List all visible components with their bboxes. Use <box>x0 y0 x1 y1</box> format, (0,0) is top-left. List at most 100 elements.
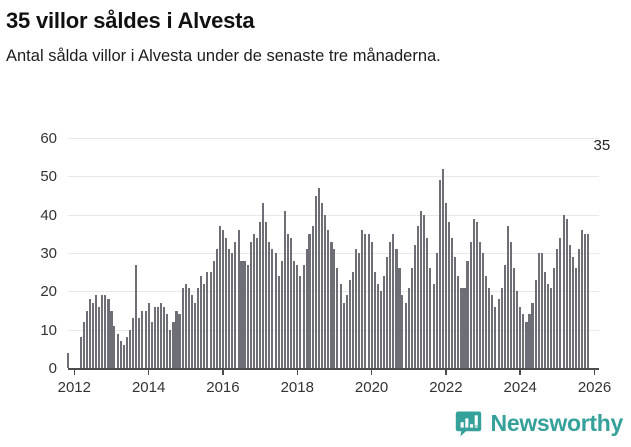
bar <box>82 322 85 368</box>
bar <box>119 341 122 368</box>
bar <box>181 287 184 368</box>
bar <box>484 276 488 368</box>
bar <box>85 310 88 368</box>
bar <box>252 233 255 368</box>
bar-value-label: 35 <box>593 137 611 154</box>
bar <box>351 272 355 368</box>
bar <box>550 287 553 368</box>
bar <box>407 287 410 368</box>
bar <box>289 237 292 368</box>
x-axis-tick <box>73 368 76 375</box>
bar <box>122 345 125 368</box>
bar <box>218 226 222 368</box>
bar <box>184 283 187 368</box>
bar <box>432 283 435 368</box>
bar <box>531 302 534 368</box>
bar <box>129 329 132 368</box>
bar <box>339 283 342 368</box>
bar <box>479 241 482 368</box>
bar <box>178 314 181 368</box>
x-axis-tick-label: 2022 <box>429 379 463 396</box>
bar <box>280 260 283 368</box>
bar <box>212 260 215 368</box>
bar <box>469 241 472 368</box>
bar <box>172 322 175 368</box>
bar <box>544 272 547 368</box>
bar <box>265 222 268 368</box>
bar <box>364 233 367 368</box>
bar <box>361 230 364 368</box>
bar <box>370 241 373 368</box>
bar <box>488 287 491 368</box>
bar <box>466 260 469 368</box>
plot-region: 35 2012 2014 2016 2018 2020 2022 2024 2026 <box>58 138 611 396</box>
brand-name: Newsworthy <box>490 410 624 436</box>
bar <box>516 291 519 368</box>
bar <box>376 283 379 368</box>
bar <box>163 306 166 368</box>
bar <box>426 237 429 368</box>
bar <box>209 272 212 368</box>
bar <box>519 306 522 368</box>
bar <box>237 230 240 368</box>
x-axis-tick <box>519 368 521 375</box>
bar <box>259 222 262 368</box>
x-axis-tick-label: 2016 <box>206 379 240 396</box>
bar <box>221 230 224 368</box>
bar <box>460 287 463 368</box>
bar <box>305 249 308 368</box>
bar <box>224 237 227 368</box>
bar <box>200 276 203 368</box>
y-axis-tick-label: 10 <box>40 321 57 339</box>
bar <box>240 260 243 368</box>
bar <box>525 322 528 368</box>
x-axis-tick <box>593 368 596 375</box>
bar <box>153 306 156 368</box>
bar <box>475 222 478 368</box>
bar <box>141 310 144 368</box>
bar <box>509 241 512 368</box>
bar <box>277 276 280 368</box>
bar <box>392 233 395 368</box>
chart-page: 35 villor såldes i Alvesta Antal sålda v… <box>0 8 631 447</box>
bar <box>547 283 550 368</box>
bar <box>451 237 454 368</box>
bar <box>512 268 515 368</box>
page-subtitle: Antal sålda villor i Alvesta under de se… <box>6 47 441 65</box>
bar <box>91 302 94 368</box>
bar <box>506 226 509 368</box>
x-axis-tick-label: 2012 <box>57 379 91 396</box>
y-axis-tick-label: 60 <box>40 130 57 147</box>
bar <box>395 249 398 368</box>
bar <box>317 187 320 368</box>
bar <box>441 168 444 368</box>
bar <box>228 249 231 368</box>
bar <box>126 337 129 368</box>
x-axis-tick <box>222 368 224 375</box>
bar-chart-speech-bubble-icon <box>455 410 482 437</box>
bar <box>553 268 556 368</box>
bar <box>144 310 147 368</box>
bar <box>131 318 135 368</box>
bar <box>410 268 413 368</box>
bar <box>577 249 580 368</box>
bar <box>367 233 370 368</box>
bar <box>503 264 506 368</box>
x-axis-tick <box>445 368 447 375</box>
gridline <box>68 368 599 370</box>
bar <box>416 226 420 368</box>
bar <box>104 295 107 368</box>
x-axis-tick-label: 2020 <box>354 379 389 396</box>
bar <box>246 264 249 368</box>
bar <box>444 203 447 368</box>
bar <box>537 253 540 368</box>
bar <box>268 241 271 368</box>
x-axis-tick <box>296 368 299 375</box>
bar <box>463 287 466 368</box>
bar <box>491 295 494 368</box>
bar <box>274 253 277 368</box>
bar <box>203 283 206 368</box>
bar <box>256 237 259 368</box>
bar <box>194 302 197 368</box>
bar <box>215 249 218 368</box>
